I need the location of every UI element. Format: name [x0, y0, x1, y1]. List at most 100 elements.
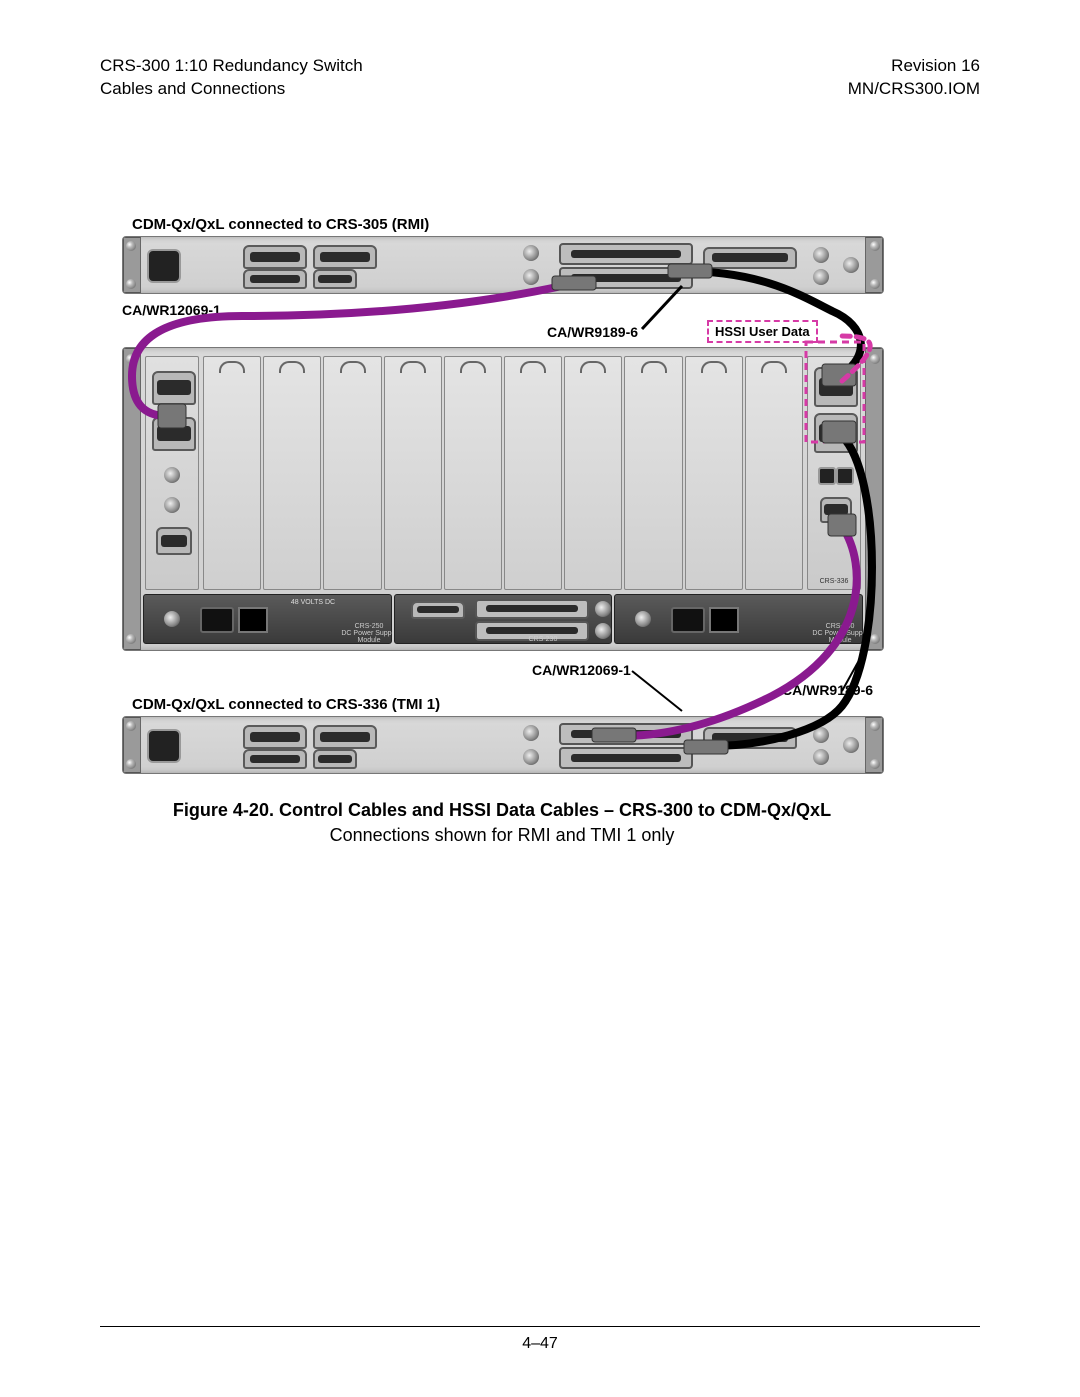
bnc-port — [813, 727, 829, 743]
handle-icon — [460, 361, 486, 373]
document-page: CRS-300 1:10 Redundancy Switch Cables an… — [0, 0, 1080, 1397]
tmi-card: CRS-336 — [807, 356, 861, 590]
cable-label-wr9189-bottom: CA/WR9189-6 — [782, 682, 873, 698]
screw-icon — [870, 241, 880, 251]
header-left-line2: Cables and Connections — [100, 79, 285, 98]
power-supply-row: 48 VOLTS DC CRS-250 DC Power Supply Modu… — [143, 594, 863, 644]
card-slot — [263, 356, 321, 590]
rj-port — [818, 467, 836, 485]
header-right-line2: MN/CRS300.IOM — [848, 79, 980, 98]
bnc-port — [813, 269, 829, 285]
dsub-port — [313, 245, 377, 269]
power-socket — [671, 607, 705, 633]
bnc-port — [843, 737, 859, 753]
header-left-line1: CRS-300 1:10 Redundancy Switch — [100, 56, 363, 75]
dsub-port — [156, 527, 192, 555]
bottom-modem-unit — [122, 716, 884, 774]
bottom-unit-label: CDM-Qx/QxL connected to CRS-336 (TMI 1) — [132, 696, 440, 713]
screw-icon — [126, 759, 136, 769]
dsub-port — [820, 497, 852, 523]
card-slot — [323, 356, 381, 590]
dsub-port — [703, 727, 797, 749]
handle-icon — [641, 361, 667, 373]
power-switch — [238, 607, 268, 633]
page-number: 4–47 — [0, 1335, 1080, 1353]
cable-label-wr12069-bottom: CA/WR12069-1 — [532, 662, 631, 678]
handle-icon — [520, 361, 546, 373]
bnc-port — [595, 601, 611, 617]
dsub-port — [313, 749, 357, 769]
bnc-port — [523, 749, 539, 765]
ground-lug — [164, 611, 180, 627]
power-socket — [200, 607, 234, 633]
screw-icon — [870, 279, 880, 289]
rj-port — [836, 467, 854, 485]
card-slot — [564, 356, 622, 590]
hssi-connector — [814, 367, 858, 407]
figure-caption: Figure 4-20. Control Cables and HSSI Dat… — [122, 798, 882, 848]
power-supply-module: CRS-250 DC Power Supply Module — [614, 594, 863, 644]
screw-icon — [870, 721, 880, 731]
card-slot — [745, 356, 803, 590]
hssi-connector — [559, 747, 693, 769]
hssi-connector — [559, 723, 693, 745]
bnc-port — [523, 245, 539, 261]
figure-caption-sub: Connections shown for RMI and TMI 1 only — [122, 823, 882, 848]
rmi-card — [145, 356, 199, 590]
handle-icon — [701, 361, 727, 373]
card-label: CRS-336 — [808, 578, 860, 585]
screw-icon — [126, 634, 136, 644]
screw-icon — [126, 721, 136, 731]
fan-port — [147, 249, 181, 283]
hssi-connector — [814, 413, 858, 453]
card-slot — [384, 356, 442, 590]
rack-ear — [865, 348, 883, 650]
bnc-port — [595, 623, 611, 639]
ps-label: CRS-250 DC Power Supply Module — [795, 623, 884, 644]
handle-icon — [340, 361, 366, 373]
card-slot — [685, 356, 743, 590]
chassis-slots — [203, 356, 803, 590]
dsub-port — [703, 247, 797, 269]
cable-label-wr12069-top: CA/WR12069-1 — [122, 302, 221, 318]
bnc-port — [523, 269, 539, 285]
hssi-user-data-label: HSSI User Data — [715, 324, 810, 339]
top-unit-label: CDM-Qx/QxL connected to CRS-305 (RMI) — [132, 216, 429, 233]
bnc-port — [813, 247, 829, 263]
hssi-connector — [559, 243, 693, 265]
handle-icon — [219, 361, 245, 373]
handle-icon — [400, 361, 426, 373]
footer-rule — [100, 1326, 980, 1327]
dsub-port — [313, 725, 377, 749]
bnc-port — [523, 725, 539, 741]
card-slot — [624, 356, 682, 590]
bnc-port — [813, 749, 829, 765]
cable-label-wr9189-top: CA/WR9189-6 — [547, 324, 638, 340]
dsub-port — [243, 269, 307, 289]
io-module: CRS-230 — [394, 594, 612, 644]
card-slot — [504, 356, 562, 590]
fan-port — [147, 729, 181, 763]
handle-icon — [580, 361, 606, 373]
screw-icon — [870, 354, 880, 364]
dsub-port — [313, 269, 357, 289]
card-slot — [444, 356, 502, 590]
top-modem-unit — [122, 236, 884, 294]
ground-lug — [635, 611, 651, 627]
volts-label: 48 VOLTS DC — [278, 599, 348, 606]
page-header: CRS-300 1:10 Redundancy Switch Cables an… — [100, 55, 980, 101]
screw-icon — [126, 354, 136, 364]
card-slot — [203, 356, 261, 590]
dsub-port — [243, 749, 307, 769]
screw-icon — [126, 241, 136, 251]
dsub-port — [411, 601, 465, 619]
header-right-line1: Revision 16 — [891, 56, 980, 75]
figure-container: CDM-Qx/QxL connected to CRS-305 (RMI) CA… — [122, 216, 882, 848]
rack-ear — [123, 348, 141, 650]
wide-connector — [475, 599, 589, 619]
handle-icon — [761, 361, 787, 373]
dsub-port — [152, 371, 196, 405]
power-supply-module: 48 VOLTS DC CRS-250 DC Power Supply Modu… — [143, 594, 392, 644]
screw-icon — [126, 279, 136, 289]
hssi-connector — [559, 267, 693, 289]
